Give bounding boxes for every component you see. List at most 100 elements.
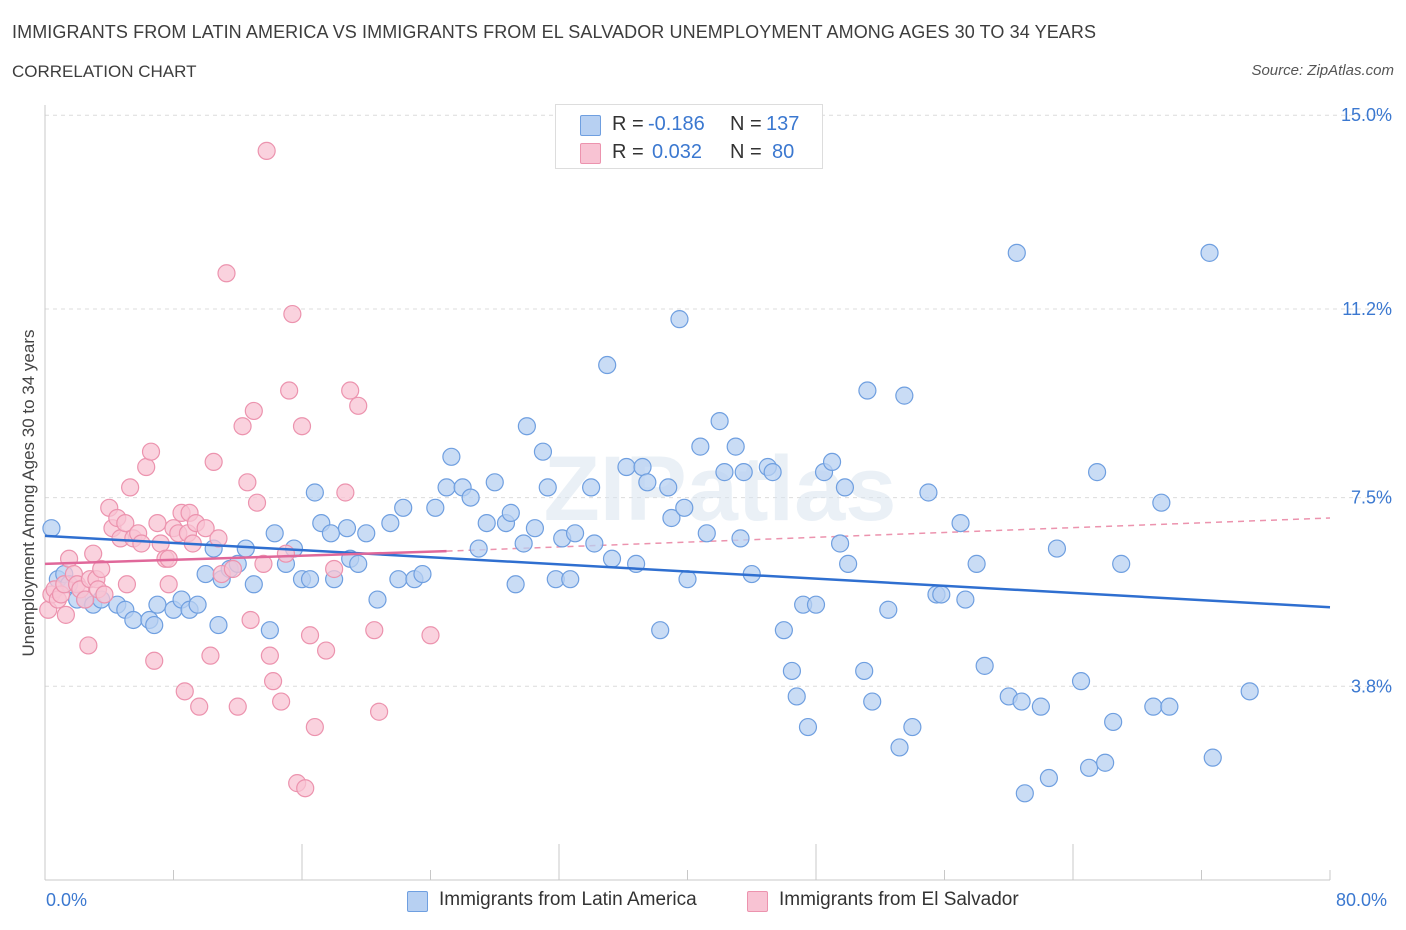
el-salvador-point xyxy=(59,549,79,568)
latin-america-point xyxy=(1240,682,1259,701)
latin-america-point xyxy=(124,610,143,630)
el-salvador-point xyxy=(280,381,299,400)
axes xyxy=(44,105,1331,881)
el-salvador-point xyxy=(228,697,247,716)
y-tick-label: 15.0% xyxy=(1341,105,1392,125)
el-salvador-point xyxy=(196,519,215,538)
latin-america-point xyxy=(638,473,657,492)
el-salvador-point xyxy=(300,626,320,645)
latin-america-point xyxy=(806,595,826,614)
latin-america-point xyxy=(437,478,456,497)
latin-america-point xyxy=(501,503,520,522)
latin-america-point xyxy=(839,554,858,573)
latin-america-point xyxy=(879,600,898,619)
latin-america-point xyxy=(731,529,750,548)
latin-america-point xyxy=(565,524,585,543)
latin-america-point xyxy=(1007,243,1026,262)
y-tick-label: 3.8% xyxy=(1351,676,1392,696)
legend-label: Immigrants from El Salvador xyxy=(779,889,1019,910)
latin-america-point xyxy=(734,463,753,482)
el-salvador-point xyxy=(241,610,260,630)
latin-america-point xyxy=(858,381,877,400)
latin-america-point xyxy=(538,478,557,497)
latin-america-point xyxy=(244,575,263,594)
el-salvador-point xyxy=(95,585,114,604)
latin-america-point xyxy=(763,463,782,482)
legend-swatch-pink xyxy=(580,143,601,164)
latin-america-point xyxy=(321,524,341,543)
latin-america-point xyxy=(678,570,697,589)
el-salvador-point xyxy=(79,636,98,655)
el-salvador-point xyxy=(325,559,344,579)
el-salvador-point xyxy=(117,575,137,594)
latin-america-point xyxy=(670,310,689,329)
latin-america-point xyxy=(1047,539,1067,558)
el-salvador-point xyxy=(349,396,368,415)
latin-america-point xyxy=(822,452,842,472)
x-tick-label-min: 0.0% xyxy=(46,890,88,910)
latin-america-point xyxy=(835,478,855,497)
latin-america-point xyxy=(145,615,164,635)
latin-america-point xyxy=(188,595,207,614)
el-salvador-point xyxy=(341,381,360,400)
latin-america-point xyxy=(774,621,793,640)
latin-america-point xyxy=(485,473,504,492)
el-salvador-point xyxy=(233,417,252,436)
latin-america-point xyxy=(895,386,914,405)
latin-america-point xyxy=(659,478,678,497)
y-tick-labels: 3.8% 7.5% 11.2% 15.0% xyxy=(1341,105,1392,696)
latin-america-point xyxy=(533,442,553,461)
el-salvador-point xyxy=(365,621,384,640)
latin-america-point xyxy=(919,483,938,502)
latin-america-point xyxy=(525,519,545,538)
r-label: R = xyxy=(612,141,644,163)
el-salvador-point xyxy=(217,264,236,283)
latin-america-point xyxy=(1087,463,1107,482)
el-salvador-point xyxy=(254,554,273,573)
latin-america-point xyxy=(236,539,255,558)
latin-america-point xyxy=(413,564,432,584)
el-salvador-point xyxy=(175,682,194,701)
latin-america-point xyxy=(1039,768,1059,788)
el-salvador-point xyxy=(56,605,75,624)
latin-america-point xyxy=(381,513,400,533)
latin-america-point xyxy=(1144,697,1163,716)
latin-america-point xyxy=(1160,697,1179,716)
latin-america-point xyxy=(300,570,320,589)
latin-america-point xyxy=(514,534,533,553)
y-tick-label: 7.5% xyxy=(1351,488,1392,508)
source-credit: Source: ZipAtlas.com xyxy=(1251,62,1394,79)
n-value: 137 xyxy=(766,113,800,135)
el-salvador-point xyxy=(257,141,276,160)
latin-america-point xyxy=(148,595,167,614)
el-salvador-point xyxy=(296,779,315,798)
latin-america-point xyxy=(209,615,228,635)
y-axis-label: Unemployment Among Ages 30 to 34 years xyxy=(19,330,38,657)
el-salvador-point xyxy=(421,626,440,645)
latin-america-point xyxy=(890,738,909,757)
el-salvador-point xyxy=(305,717,324,737)
el-salvador-point xyxy=(116,513,135,533)
latin-america-point xyxy=(662,508,681,528)
el-salvador-point xyxy=(283,304,302,324)
el-salvador-point xyxy=(132,534,151,553)
latin-america-point xyxy=(517,417,536,436)
latin-america-point xyxy=(1071,672,1091,691)
el-salvador-point xyxy=(148,513,167,533)
latin-america-point xyxy=(1096,753,1115,772)
el-salvador-trend-line xyxy=(44,549,447,566)
latin-america-point xyxy=(305,483,324,502)
latin-america-point xyxy=(617,457,636,477)
el-salvador-point xyxy=(76,590,95,609)
latin-america-point xyxy=(975,656,994,675)
latin-america-point xyxy=(951,513,970,533)
legend-swatch-blue xyxy=(580,115,601,136)
el-salvador-point xyxy=(159,575,178,594)
el-salvador-point xyxy=(209,529,228,548)
latin-america-point xyxy=(675,498,694,517)
el-salvador-point xyxy=(238,473,257,492)
el-salvador-point xyxy=(121,478,140,497)
el-salvador-point xyxy=(201,646,220,665)
latin-america-point xyxy=(830,534,850,553)
el-salvador-point xyxy=(247,493,267,512)
